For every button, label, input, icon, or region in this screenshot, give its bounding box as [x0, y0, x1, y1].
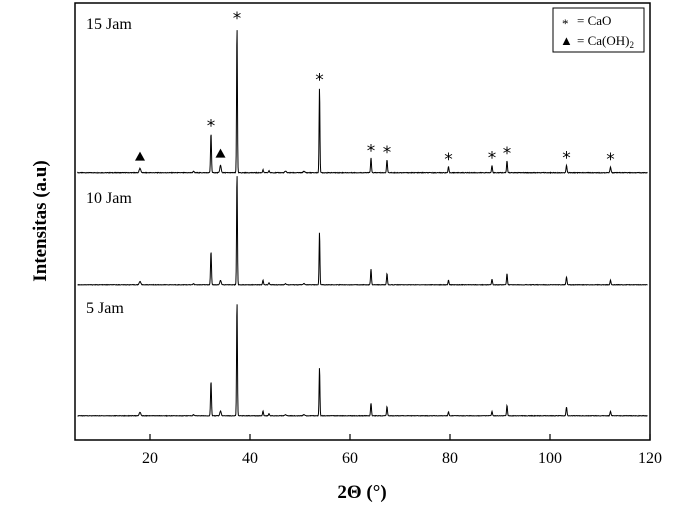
legend-cao-symbol: * — [562, 16, 569, 31]
legend-caoh2-label: = Ca(OH)2 — [577, 33, 634, 50]
peak-marker-2 — [215, 148, 226, 158]
series-label-0: 15 Jam — [86, 16, 132, 33]
x-axis-ticks: 20 40 60 80 100 120 — [142, 434, 662, 467]
peak-marker-3: * — [233, 9, 242, 29]
x-tick-label-0: 20 — [142, 450, 158, 467]
legend-cao-label: = CaO — [577, 13, 611, 28]
series-label-1: 10 Jam — [86, 190, 132, 207]
peak-marker-9: * — [503, 144, 512, 164]
peak-marker-4: * — [315, 71, 324, 91]
legend-caoh2-symbol: ▲ — [560, 33, 573, 48]
peak-marker-5: * — [367, 141, 376, 161]
x-tick-label-3: 80 — [442, 450, 458, 467]
series-group: 15 Jam 10 Jam 5 Jam — [77, 16, 648, 417]
x-tick-label-5: 120 — [638, 450, 662, 467]
series-line-0 — [77, 30, 648, 174]
peak-marker-0 — [135, 151, 145, 161]
x-tick-label-2: 60 — [342, 450, 358, 467]
legend: * = CaO ▲ = Ca(OH)2 — [552, 7, 645, 53]
x-axis-title: 2Θ (°) — [337, 482, 386, 503]
peak-marker-7: * — [444, 150, 453, 170]
series-line-2 — [77, 304, 648, 417]
x-tick-label-1: 40 — [242, 450, 258, 467]
plot-frame — [74, 2, 651, 441]
series-line-1 — [77, 176, 648, 286]
legend-caoh2-subscript: 2 — [629, 40, 634, 50]
peak-marker-1: * — [207, 116, 216, 136]
peak-marker-8: * — [488, 149, 497, 169]
legend-caoh2-text: = Ca(OH) — [577, 33, 629, 48]
peak-marker-10: * — [562, 149, 571, 169]
series-label-2: 5 Jam — [86, 300, 124, 317]
peak-marker-6: * — [383, 143, 392, 163]
peak-markers: * * * * * * * * * * — [135, 9, 615, 170]
legend-box — [552, 7, 645, 53]
peak-marker-11: * — [606, 150, 615, 170]
x-tick-label-4: 100 — [538, 450, 562, 467]
y-axis-title: Intensitas (a.u) — [30, 160, 51, 281]
